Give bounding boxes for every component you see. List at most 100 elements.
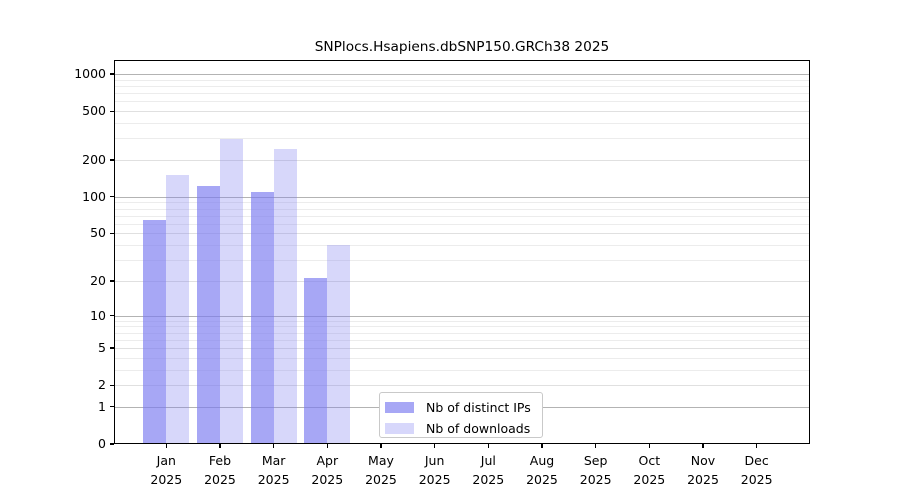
gridline-labeled (114, 233, 810, 235)
legend: Nb of distinct IPs Nb of downloads (379, 392, 543, 438)
gridline-minor (114, 223, 810, 225)
y-tick-label: 500 (82, 103, 106, 119)
gridline-major (114, 74, 810, 76)
bar-downloads-mar (273, 149, 297, 444)
gridline-major (114, 315, 810, 317)
y-tick-mark (110, 232, 114, 235)
x-tick-year: 2025 (472, 471, 505, 487)
x-tick-mark (434, 444, 436, 448)
y-tick-mark (110, 196, 114, 198)
legend-item-distinct-ips: Nb of distinct IPs (385, 398, 542, 416)
gridline-minor (114, 85, 810, 87)
y-tick-mark (110, 314, 114, 317)
x-tick-year: 2025 (150, 471, 183, 487)
x-tick-label: May 2025 (341, 452, 421, 489)
gridline-minor (114, 215, 810, 217)
y-tick-label: 0 (98, 436, 106, 451)
y-tick-label: 100 (82, 188, 106, 204)
x-tick-label: Apr 2025 (287, 452, 367, 489)
x-tick-mark (756, 444, 758, 448)
x-tick-year: 2025 (579, 471, 612, 487)
bar-ips-feb (196, 185, 220, 444)
legend-swatch-distinct-ips (385, 401, 414, 413)
y-tick-label: 200 (82, 152, 106, 167)
x-tick-mark (487, 444, 489, 448)
gridline-minor (114, 93, 810, 95)
y-tick-label: 5 (98, 340, 106, 356)
gridline-minor (114, 208, 810, 210)
gridline-labeled (114, 348, 810, 350)
x-tick-month: Jan (156, 453, 176, 468)
bar-ips-jan (143, 219, 167, 444)
x-tick-month: May (368, 453, 394, 468)
x-tick-month: Jun (424, 453, 445, 468)
x-tick-label: Dec 2025 (717, 452, 797, 489)
x-tick-month: Feb (208, 453, 232, 468)
gridline-minor (114, 138, 810, 140)
x-tick-mark (648, 444, 650, 448)
x-tick-mark (595, 444, 597, 448)
x-tick-label: Oct 2025 (609, 452, 689, 489)
x-tick-mark (165, 444, 167, 448)
gridline-minor (114, 332, 810, 334)
x-tick-month: Apr (316, 453, 339, 468)
legend-item-downloads: Nb of downloads (385, 419, 542, 437)
x-tick-label: Jan 2025 (126, 452, 206, 489)
x-tick-label: Aug 2025 (502, 452, 582, 489)
y-tick-mark (110, 406, 114, 408)
bar-downloads-feb (219, 138, 243, 444)
x-tick-label: Nov 2025 (663, 452, 743, 489)
gridline-minor (114, 320, 810, 322)
gridline-minor (114, 260, 810, 262)
legend-label-downloads: Nb of downloads (426, 420, 531, 436)
x-tick-label: Mar 2025 (234, 452, 314, 489)
gridline-minor (114, 357, 810, 359)
y-tick-mark (110, 110, 114, 112)
x-tick-mark (380, 444, 382, 448)
gridline-minor (114, 339, 810, 341)
x-tick-year: 2025 (204, 471, 236, 487)
gridline-minor (114, 101, 810, 103)
y-tick-label: 50 (90, 225, 106, 241)
x-tick-year: 2025 (257, 471, 290, 487)
y-tick-mark (110, 159, 114, 161)
x-tick-mark (273, 444, 275, 448)
y-tick-mark (110, 280, 114, 282)
x-tick-month: Oct (638, 453, 661, 468)
x-tick-label: Feb 2025 (180, 452, 260, 489)
gridline-minor (114, 202, 810, 204)
x-tick-year: 2025 (740, 471, 773, 487)
x-tick-year: 2025 (311, 471, 344, 487)
x-tick-month: Aug (529, 453, 555, 468)
gridline-labeled (114, 280, 810, 282)
gridline-major (114, 196, 810, 198)
bar-downloads-jan (166, 174, 190, 444)
x-tick-year: 2025 (687, 471, 719, 487)
gridline-minor (114, 79, 810, 81)
y-tick-label: 10 (90, 307, 106, 323)
x-tick-label: Jul 2025 (448, 452, 528, 489)
y-tick-label: 1000 (74, 66, 106, 82)
x-tick-year: 2025 (633, 471, 666, 487)
y-tick-label: 20 (90, 272, 106, 288)
gridline-minor (114, 245, 810, 247)
y-tick-mark (110, 347, 114, 349)
x-tick-mark (219, 444, 221, 448)
x-tick-mark (702, 444, 704, 448)
x-tick-month: Nov (690, 453, 716, 468)
x-tick-label: Sep 2025 (556, 452, 636, 489)
y-tick-mark (110, 73, 114, 75)
x-tick-year: 2025 (418, 471, 451, 487)
x-tick-year: 2025 (365, 471, 397, 487)
gridline-minor (114, 326, 810, 328)
x-tick-mark (541, 444, 543, 448)
gridline-minor (114, 123, 810, 125)
legend-label-distinct-ips: Nb of distinct IPs (426, 399, 531, 415)
x-tick-label: Jun 2025 (395, 452, 475, 489)
bar-downloads-apr (327, 245, 351, 444)
legend-swatch-downloads (385, 422, 414, 434)
y-tick-label: 2 (98, 377, 106, 393)
chart-title: SNPlocs.Hsapiens.dbSNP150.GRCh38 2025 (314, 39, 610, 55)
x-tick-mark (326, 444, 328, 448)
